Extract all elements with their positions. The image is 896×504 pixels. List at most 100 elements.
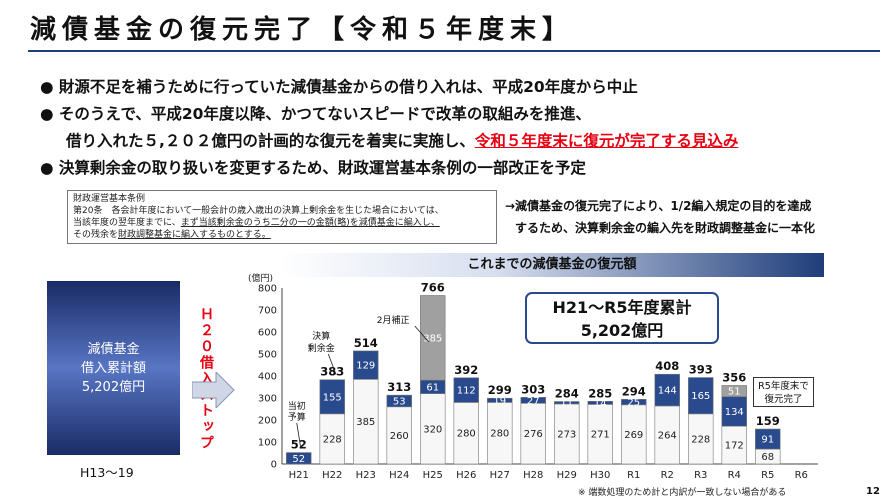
- bar-segment: [587, 404, 613, 465]
- segment-value-label: 19: [493, 396, 506, 407]
- bar-segment: [755, 428, 781, 450]
- bar-segment: [721, 396, 747, 427]
- y-axis-unit: (億円): [248, 272, 273, 284]
- page-number: 12: [866, 486, 880, 497]
- segment-value-label: 68: [761, 452, 774, 463]
- bar-total-label: 514: [354, 336, 378, 350]
- bar-segment: [520, 402, 546, 465]
- r5-completion-line-2: 復元完了: [764, 394, 803, 405]
- segment-value-label: 112: [457, 386, 476, 397]
- borrowing-box-line-1: 減債基金: [87, 341, 140, 357]
- annotation-supplementary: 2月補正: [377, 314, 410, 326]
- bar-segment: [621, 404, 647, 465]
- bar-total-label: 313: [387, 380, 411, 394]
- footnote: ※ 端数処理のため計と内訳が一致しない場合がある: [578, 488, 787, 498]
- y-tick-label: 500: [258, 350, 277, 361]
- bar-segment: [420, 393, 446, 465]
- x-tick-label: H22: [322, 470, 342, 481]
- bullet-3: ● 決算剰余金の取り扱いを変更するため、財政運営基本条例の一部改正を予定: [40, 159, 586, 177]
- segment-value-label: 144: [658, 386, 677, 397]
- x-tick-label: R4: [728, 470, 741, 481]
- segment-value-label: 52: [292, 454, 305, 465]
- ordinance-line-2a: 当該年度の翌年度までに、: [73, 218, 181, 228]
- ordinance-line-3: その残余を財政調整基金に編入するものとする。: [73, 229, 491, 241]
- x-tick-label: H25: [423, 470, 443, 481]
- policy-note-line-2: するため、決算剰余金の編入先を財政調整基金に一本化: [515, 221, 816, 235]
- bullet-2-highlight: 令和５年度末に復元が完了する見込み: [474, 132, 739, 150]
- segment-value-label: 11: [560, 398, 573, 409]
- borrowing-stop-label: Ｈ２０借入ストップ: [198, 307, 214, 451]
- borrowing-box-line-2: 借入累計額: [80, 360, 146, 376]
- ordinance-title: 財政運営基本条例: [73, 194, 146, 204]
- bullet-2: ● そのうえで、平成20年度以降、かつてないスピードで改革の取組みを推進、: [40, 105, 591, 123]
- bar-segment: [520, 397, 546, 404]
- annotation-supplementary-pointer: [414, 325, 430, 343]
- annotation-initial-budget-2: 予算: [288, 411, 306, 423]
- annotation-surplus-pointer: [327, 353, 337, 376]
- x-tick-label: H28: [523, 470, 543, 481]
- y-tick-label: 300: [258, 394, 277, 405]
- annotation-initial-budget-1: 当初: [288, 400, 306, 412]
- x-tick-label: R5: [761, 470, 774, 481]
- x-tick-label: R1: [627, 470, 640, 481]
- bar-segment: [654, 373, 680, 407]
- segment-value-label: 25: [627, 398, 640, 409]
- policy-note-line-1: →減債基金の復元完了により、1/2編入規定の目的を達成: [505, 199, 812, 213]
- y-tick-label: 200: [258, 416, 277, 427]
- right-arrow-icon: [192, 372, 235, 408]
- bar-segment: [654, 405, 680, 465]
- r5-completion-line-1: R5年度末で: [758, 381, 809, 392]
- segment-value-label: 280: [490, 429, 509, 440]
- y-tick-label: 100: [258, 438, 277, 449]
- x-tick-label: R6: [795, 470, 808, 481]
- ordinance-line-3b: 財政調整基金に編入するものとする。: [118, 230, 271, 240]
- bar-total-label: 284: [555, 387, 579, 401]
- y-tick-label: 400: [258, 372, 277, 383]
- bar-total-label: 294: [622, 384, 646, 398]
- bar-total-label: 383: [320, 365, 344, 379]
- bar-segment: [319, 379, 345, 415]
- policy-note: →減債基金の復元完了により、1/2編入規定の目的を達成 するため、決算剰余金の編…: [505, 195, 815, 239]
- x-tick-label: H29: [557, 470, 577, 481]
- segment-value-label: 14: [594, 398, 607, 409]
- bar-segment: [453, 377, 479, 403]
- segment-value-label: 273: [557, 429, 576, 440]
- x-tick-label: H27: [490, 470, 510, 481]
- ordinance-line-1: 第20条 各会計年度において一般会計の歳入歳出の決算上剰余金を生じた場合において…: [73, 206, 444, 216]
- segment-value-label: 51: [728, 387, 741, 398]
- x-tick-label: H26: [456, 470, 476, 481]
- bullet-2-continuation: 借り入れた５,２０２億円の計画的な復元を着実に実施し、令和５年度末に復元が完了す…: [40, 128, 738, 155]
- segment-value-label: 271: [591, 430, 610, 441]
- segment-value-label: 155: [323, 392, 342, 403]
- ordinance-line-2b: まず当該剰余金のうち二分の一の金額(略)を減債基金に編入し、: [180, 218, 440, 228]
- segment-value-label: 165: [691, 391, 710, 402]
- cumulative-total-line-2: 5,202億円: [580, 321, 664, 340]
- bar-total-label: 303: [521, 382, 545, 396]
- segment-value-label: 61: [426, 382, 439, 393]
- annotation-surplus-1: 決算: [312, 330, 330, 342]
- x-tick-label: R3: [694, 470, 707, 481]
- bar-segment: [487, 402, 513, 465]
- chart-header: これまでの減債基金の復元額: [280, 253, 824, 277]
- bar-segment: [721, 425, 747, 465]
- bar-total-label: 52: [291, 438, 307, 452]
- page-title: 減債基金の復元完了【令和５年度末】: [30, 15, 575, 45]
- segment-value-label: 320: [423, 424, 442, 435]
- segment-value-label: 228: [691, 434, 710, 445]
- bar-segment: [353, 378, 379, 465]
- ordinance-box: 財政運営基本条例 第20条 各会計年度において一般会計の歳入歳出の決算上剰余金を…: [67, 190, 497, 244]
- bar-total-label: 285: [588, 386, 612, 400]
- bar-segment: [386, 406, 412, 465]
- bar-segment: [487, 397, 513, 403]
- segment-value-label: 269: [624, 430, 643, 441]
- bullet-1: ● 財源不足を補うために行っていた減債基金からの借り入れは、平成20年度から中止: [40, 78, 638, 96]
- title-underline: [28, 50, 880, 52]
- x-tick-label: H24: [389, 470, 409, 481]
- annotation-initial-budget-pointer: [296, 422, 302, 449]
- bar-total-label: 392: [454, 363, 478, 377]
- borrowing-period-label: H13～19: [80, 465, 134, 480]
- bar-total-label: 766: [421, 280, 445, 294]
- bar-total-label: 408: [655, 359, 679, 373]
- y-tick-label: 700: [258, 306, 277, 317]
